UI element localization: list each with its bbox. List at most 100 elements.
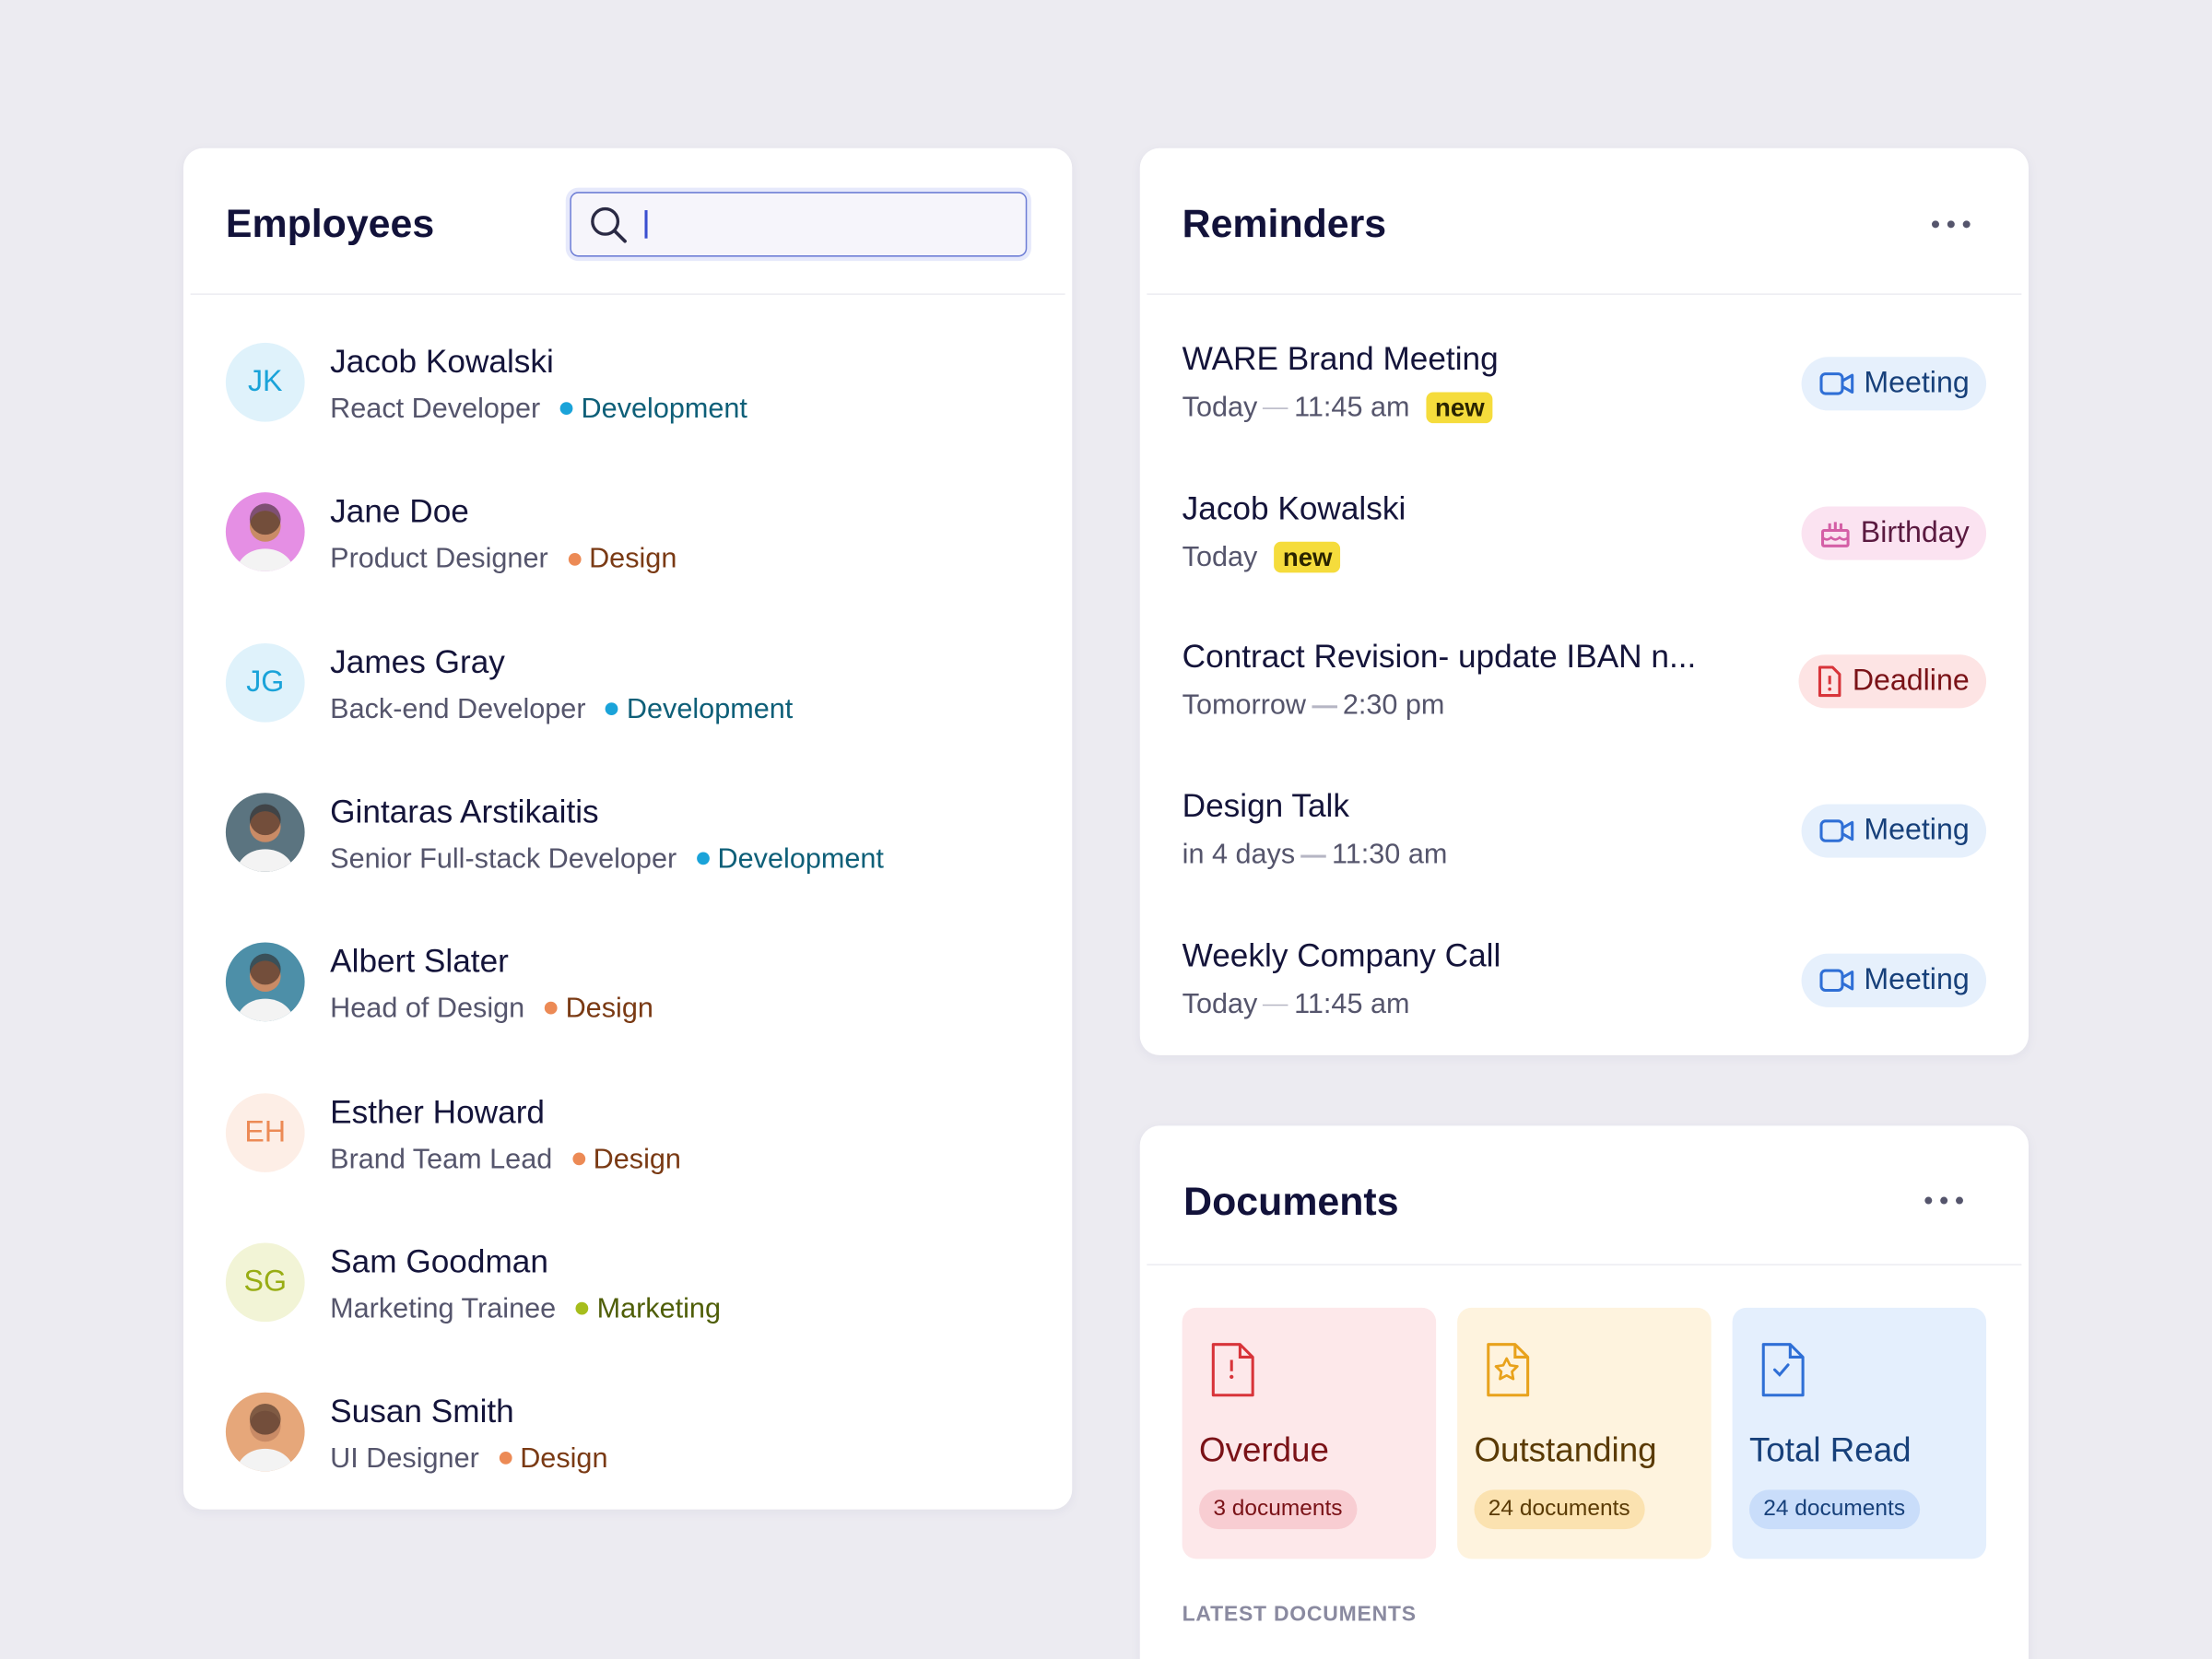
- reminder-time: 11:45 am: [1294, 988, 1410, 1020]
- divider: [1147, 1264, 2022, 1265]
- reminder-when: Tomorrow 2:30 pm: [1182, 690, 1445, 723]
- reminder-when: Today 11:45 am: [1182, 989, 1410, 1021]
- department-dot: [696, 852, 710, 865]
- document-icon: [1760, 1342, 1806, 1406]
- card-title: Documents: [1183, 1179, 1399, 1224]
- employee-meta: Brand Team Lead Design: [330, 1144, 681, 1176]
- employee-department: Design: [593, 1143, 681, 1175]
- tag-label: Deadline: [1852, 665, 1970, 698]
- document-count: 3 documents: [1199, 1489, 1357, 1530]
- reminder-day: in 4 days: [1182, 839, 1296, 871]
- avatar-photo: [225, 1392, 305, 1472]
- reminder-row[interactable]: Weekly Company Call Today 11:45 am Meeting: [1140, 936, 2029, 1027]
- employee-department: Marketing: [596, 1293, 721, 1324]
- employee-role: React Developer: [330, 394, 541, 425]
- employee-name: Jacob Kowalski: [330, 342, 554, 380]
- separator: [1263, 1004, 1289, 1006]
- document-card[interactable]: Overdue 3 documents: [1182, 1307, 1437, 1559]
- employee-name: Sam Goodman: [330, 1242, 548, 1279]
- reminder-title: Contract Revision- update IBAN n...: [1182, 638, 1697, 676]
- avatar-initials: SG: [225, 1242, 305, 1322]
- reminder-day: Tomorrow: [1182, 690, 1307, 722]
- tag-icon: [1818, 370, 1855, 398]
- avatar-initials: JG: [225, 642, 305, 723]
- reminder-tag: Meeting: [1802, 804, 1987, 858]
- employee-name: Esther Howard: [330, 1092, 546, 1130]
- more-button[interactable]: [1930, 218, 1972, 229]
- tag-icon: [1818, 966, 1855, 994]
- employee-row[interactable]: JG James Gray Back-end Developer Developmen…: [225, 642, 1016, 727]
- document-icon: [1486, 1342, 1531, 1406]
- search-icon: [591, 206, 627, 243]
- employee-name: Jane Doe: [330, 492, 469, 530]
- tag-icon: [1818, 817, 1855, 845]
- reminder-title: Design Talk: [1182, 787, 1349, 825]
- caret: [644, 210, 648, 239]
- employee-meta: Marketing Trainee Marketing: [330, 1293, 721, 1325]
- reminder-tag: Meeting: [1802, 953, 1987, 1007]
- employee-department: Design: [589, 543, 677, 575]
- reminders-card: Reminders WARE Brand Meeting Today 11:45 a…: [1139, 147, 2030, 1055]
- separator: [1263, 407, 1289, 410]
- employee-row[interactable]: SG Sam Goodman Marketing Trainee Marketing: [225, 1242, 1016, 1327]
- tag-label: Meeting: [1864, 814, 1970, 847]
- reminder-row[interactable]: Jacob Kowalski Today new Birthday: [1140, 489, 2029, 580]
- employee-department: Design: [565, 993, 653, 1025]
- reminder-title: Weekly Company Call: [1182, 936, 1501, 973]
- department-dot: [559, 402, 573, 416]
- employee-role: UI Designer: [330, 1442, 479, 1475]
- reminder-when: Today 11:45 am new: [1182, 392, 1493, 425]
- tag-label: Meeting: [1864, 963, 1970, 996]
- employee-meta: React Developer Development: [330, 394, 747, 426]
- separator: [1300, 854, 1326, 857]
- document-card[interactable]: Outstanding 24 documents: [1457, 1307, 1712, 1559]
- new-badge: new: [1274, 541, 1341, 572]
- department-dot: [544, 1002, 558, 1016]
- avatar-photo: [225, 793, 305, 872]
- document-count: 24 documents: [1474, 1489, 1644, 1530]
- avatar-photo: [225, 942, 305, 1022]
- avatar-initials: JK: [225, 342, 305, 422]
- employee-department: Design: [520, 1442, 608, 1475]
- reminder-row[interactable]: Design Talk in 4 days 11:30 am Meeting: [1140, 787, 2029, 877]
- document-label: Overdue: [1199, 1431, 1329, 1470]
- new-badge: new: [1426, 392, 1493, 424]
- card-title: Reminders: [1182, 201, 1387, 246]
- reminder-day: Today: [1182, 988, 1258, 1020]
- employee-row[interactable]: Albert Slater Head of Design Design: [225, 942, 1016, 1028]
- employee-name: James Gray: [330, 642, 505, 680]
- employee-role: Brand Team Lead: [330, 1143, 553, 1175]
- employee-role: Marketing Trainee: [330, 1293, 557, 1324]
- documents-card: Documents LATEST DOCUMENTS Overdue 3 docu…: [1139, 1125, 2030, 1659]
- document-card[interactable]: Total Read 24 documents: [1732, 1307, 1987, 1559]
- employee-row[interactable]: Jane Doe Product Designer Design: [225, 492, 1016, 578]
- document-label: Outstanding: [1474, 1431, 1657, 1470]
- tag-icon: [1816, 665, 1844, 700]
- more-button[interactable]: [1923, 1194, 1965, 1206]
- employee-role: Back-end Developer: [330, 693, 586, 725]
- employee-department: Development: [626, 693, 794, 725]
- employee-role: Senior Full-stack Developer: [330, 843, 677, 875]
- employee-role: Product Designer: [330, 543, 548, 575]
- reminder-row[interactable]: WARE Brand Meeting Today 11:45 am new Meetin…: [1140, 340, 2029, 430]
- search-input[interactable]: [570, 192, 1028, 257]
- employee-row[interactable]: Gintaras Arstikaitis Senior Full-stack De…: [225, 793, 1016, 877]
- avatar-initials: EH: [225, 1092, 305, 1172]
- section-label: LATEST DOCUMENTS: [1182, 1602, 1417, 1627]
- department-dot: [605, 701, 618, 715]
- tag-label: Meeting: [1864, 366, 1970, 400]
- employee-row[interactable]: Susan Smith UI Designer Design: [225, 1392, 1016, 1477]
- reminder-tag: Meeting: [1802, 357, 1987, 411]
- separator: [1312, 705, 1337, 709]
- employee-meta: Head of Design Design: [330, 994, 653, 1026]
- department-dot: [575, 1301, 589, 1315]
- employee-row[interactable]: EH Esther Howard Brand Team Lead Design: [225, 1092, 1016, 1177]
- avatar-photo: [225, 492, 305, 572]
- employee-name: Albert Slater: [330, 942, 509, 980]
- reminder-time: 11:45 am: [1294, 392, 1410, 424]
- employee-row[interactable]: JK Jacob Kowalski React Developer Developme…: [225, 342, 1016, 428]
- reminder-row[interactable]: Contract Revision- update IBAN n... Tomor…: [1140, 638, 2029, 728]
- employee-meta: Senior Full-stack Developer Development: [330, 843, 884, 876]
- employee-meta: Product Designer Design: [330, 544, 677, 576]
